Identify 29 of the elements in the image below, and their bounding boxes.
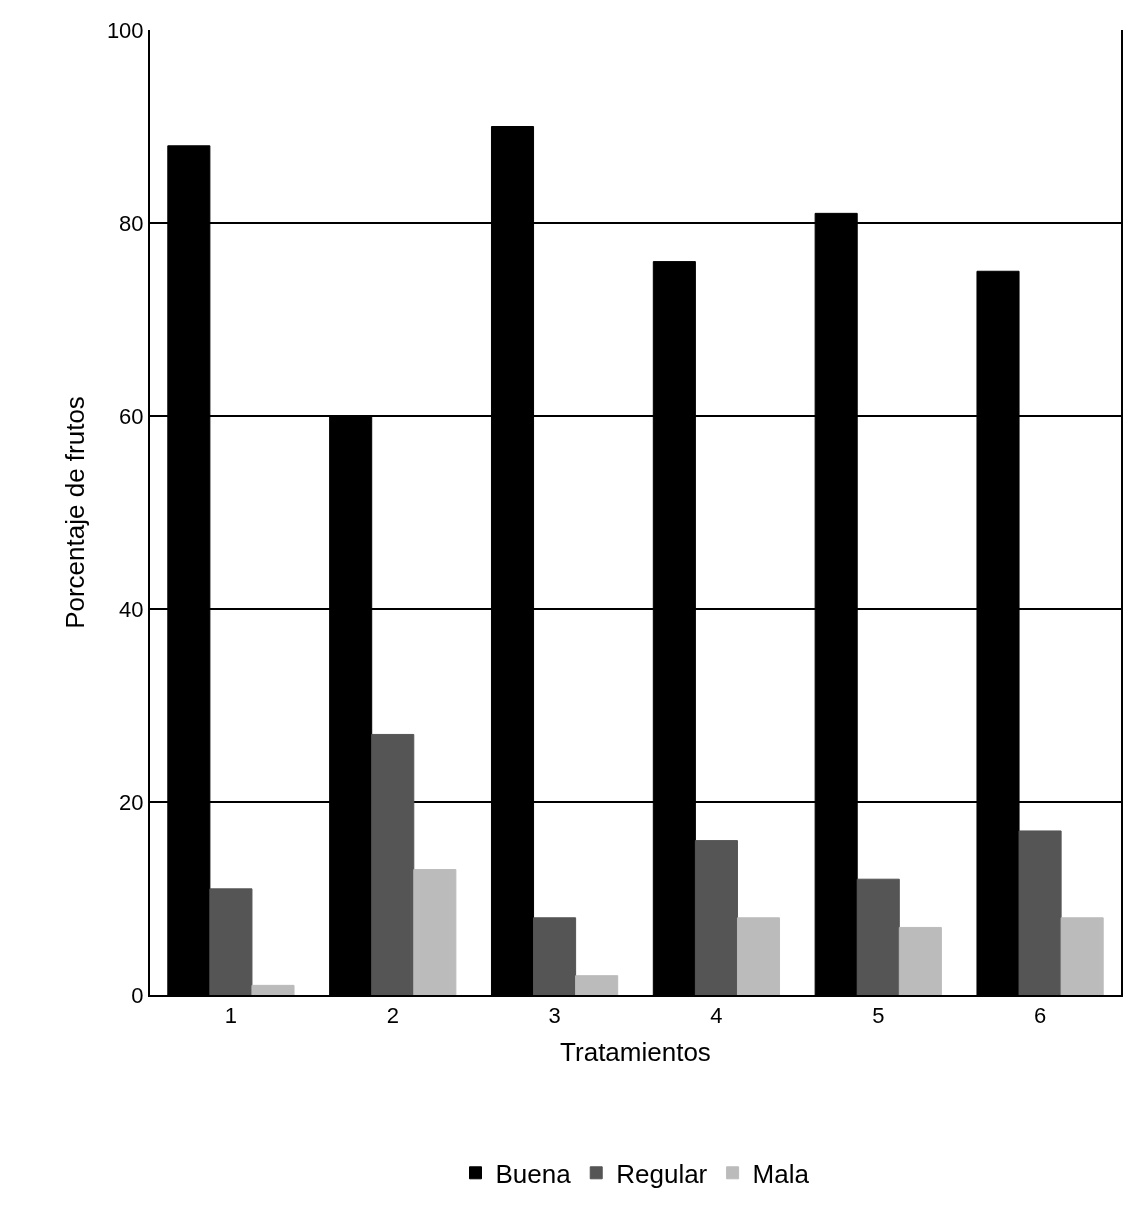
y-axis-title: Porcentaje de frutos xyxy=(59,396,90,629)
bar xyxy=(209,888,253,995)
y-tick-label: 0 xyxy=(131,982,144,1008)
bar xyxy=(898,926,942,995)
bar xyxy=(371,733,415,995)
bar xyxy=(575,975,619,995)
x-tick-label: 5 xyxy=(872,1003,885,1029)
bar xyxy=(413,869,457,995)
y-tick-label: 100 xyxy=(106,17,144,43)
x-tick-label: 2 xyxy=(386,1003,399,1029)
x-tick-label: 3 xyxy=(548,1003,561,1029)
y-tick-label: 80 xyxy=(119,210,144,236)
bar xyxy=(694,840,738,995)
y-tick-label: 20 xyxy=(119,789,144,815)
bar xyxy=(736,917,781,995)
legend-label: Mala xyxy=(752,1158,810,1189)
y-tick-label: 40 xyxy=(119,596,144,622)
bar xyxy=(251,984,295,995)
x-axis-title: Tratamientos xyxy=(560,1036,711,1067)
legend-label: Buena xyxy=(495,1158,572,1189)
bar xyxy=(533,917,577,995)
x-tick-label: 4 xyxy=(710,1003,723,1029)
legend-label: Regular xyxy=(616,1158,708,1189)
x-tick-label: 1 xyxy=(224,1003,238,1029)
y-tick-label: 60 xyxy=(119,403,144,429)
bar xyxy=(1060,917,1104,995)
bar xyxy=(1018,830,1062,995)
bar xyxy=(856,878,900,995)
x-tick-label: 6 xyxy=(1033,1003,1047,1029)
